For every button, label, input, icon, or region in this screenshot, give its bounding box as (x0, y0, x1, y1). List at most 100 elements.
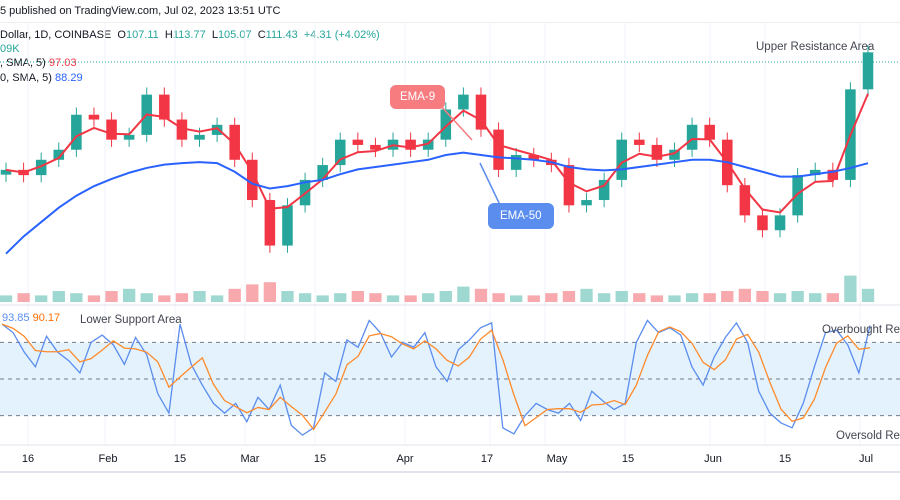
volume-bar (439, 291, 452, 302)
x-tick-label: Jul (859, 453, 873, 465)
ema9-callout: EMA-9 (390, 85, 446, 109)
volume-bar (562, 291, 576, 302)
x-tick-label: 15 (622, 453, 634, 465)
lower-support-label: Lower Support Area (80, 314, 182, 326)
candle (88, 114, 100, 120)
ema50-value: 88.29 (55, 72, 83, 84)
volume-bar (545, 293, 558, 302)
candle (264, 200, 276, 246)
ema9-pointer (439, 104, 473, 141)
volume-bar (210, 295, 224, 302)
volume-bar (721, 291, 734, 302)
x-tick-label: 16 (22, 453, 34, 465)
volume-bar (334, 293, 347, 302)
candle (458, 94, 469, 110)
volume-bar (122, 288, 136, 302)
volume-bar (615, 291, 628, 302)
volume-bar (668, 295, 681, 302)
volume-bar (844, 275, 857, 302)
volume-bar (246, 284, 259, 302)
volume-bar (281, 291, 294, 302)
x-tick-label: 15 (779, 453, 791, 465)
volume-bar (35, 295, 48, 302)
candle (53, 149, 65, 160)
volume-bar (492, 293, 505, 302)
volume-bar (316, 295, 329, 302)
x-tick-label: May (547, 453, 568, 465)
x-tick-label: Mar (241, 453, 260, 465)
volume-bar (474, 288, 488, 302)
volume-bar (369, 293, 382, 302)
candle (739, 185, 751, 216)
volume-bar (87, 295, 101, 302)
volume-bar (158, 295, 171, 302)
published-caption: 5 published on TradingView.com, Jul 02, … (0, 5, 281, 17)
candle (71, 114, 82, 150)
candle (510, 155, 522, 170)
change-value: +4.31 (+4.02%) (303, 29, 380, 41)
candle (0, 169, 12, 175)
volume-bar (52, 291, 65, 302)
candle (317, 165, 328, 180)
candle (651, 144, 663, 160)
candle (282, 205, 293, 246)
candle (440, 109, 452, 140)
volume-legend: 09K (0, 43, 20, 55)
candle (827, 169, 839, 180)
d-value: 90.17 (32, 312, 61, 324)
x-tick-label: 15 (314, 453, 326, 465)
candle (159, 94, 170, 120)
ema9-legend[interactable]: , SMA, 5) 97.03 (0, 57, 76, 69)
candle (757, 215, 768, 231)
close-value: 111.43 (265, 29, 298, 41)
candle (774, 215, 786, 231)
candle (422, 139, 434, 150)
volume-bar (738, 288, 752, 302)
candle (370, 144, 381, 150)
volume-bar (263, 282, 277, 302)
stoch-d-line (1, 323, 871, 431)
close-label: C (257, 29, 266, 41)
ema9-value: 97.03 (48, 57, 77, 69)
candle (862, 52, 874, 90)
stoch-k-line (1, 319, 871, 436)
candle (229, 124, 240, 160)
volume-bar (527, 295, 540, 302)
volume-bar (298, 293, 312, 302)
low-label: L (211, 29, 218, 41)
volume-bar (685, 293, 699, 302)
x-tick-label: 15 (174, 453, 186, 465)
volume-bar (17, 293, 30, 302)
volume-bar (773, 293, 787, 302)
candle (704, 124, 715, 140)
candle (176, 119, 188, 140)
candle (247, 159, 258, 201)
volume-bar (580, 288, 593, 302)
volume-bar (756, 291, 769, 302)
ema9-line (5, 93, 869, 214)
open-label: O (117, 29, 126, 41)
volume-bar (351, 291, 364, 302)
candle (616, 139, 627, 180)
volume-bar (422, 293, 435, 302)
volume-bar (404, 295, 417, 302)
candle (563, 165, 575, 206)
candle (528, 155, 540, 160)
candle (106, 119, 117, 140)
volume-bar (386, 295, 400, 302)
x-tick-label: Feb (99, 453, 118, 465)
volume-bar (809, 293, 822, 302)
volume-bar (457, 286, 470, 302)
k-value: 93.85 (2, 312, 30, 324)
volume-bar (703, 293, 716, 302)
candle (194, 134, 205, 140)
x-tick-label: 17 (481, 453, 493, 465)
candle (35, 159, 47, 176)
volume-bar (193, 291, 206, 302)
candle (809, 169, 821, 176)
stoch-legend: 93.85 90.17 (2, 312, 60, 324)
ema50-legend-label: 0, SMA, 5) (0, 72, 52, 84)
ema50-legend[interactable]: 0, SMA, 5) 88.29 (0, 72, 83, 84)
candle (334, 139, 346, 166)
